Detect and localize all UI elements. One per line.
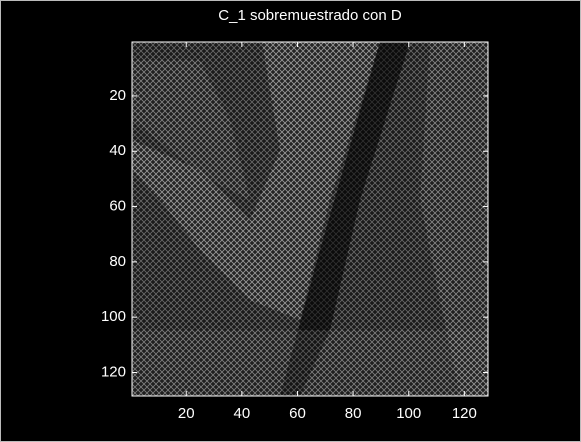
y-tick-label: 40 xyxy=(109,142,126,159)
y-tick-label: 20 xyxy=(109,87,126,104)
y-tick-label: 100 xyxy=(101,308,126,325)
y-tick-label: 120 xyxy=(101,363,126,380)
y-tick-label: 60 xyxy=(109,198,126,215)
x-tick-label: 80 xyxy=(345,405,362,422)
x-tick-label: 40 xyxy=(234,405,251,422)
axes-box xyxy=(131,41,489,397)
y-tick-label: 80 xyxy=(109,253,126,270)
chart-title: C_1 sobremuestrado con D xyxy=(218,7,402,24)
image xyxy=(132,42,488,396)
x-tick-label: 100 xyxy=(396,405,421,422)
x-tick-label: 60 xyxy=(289,405,306,422)
x-tick-label: 20 xyxy=(178,405,195,422)
x-tick-label: 120 xyxy=(452,405,477,422)
